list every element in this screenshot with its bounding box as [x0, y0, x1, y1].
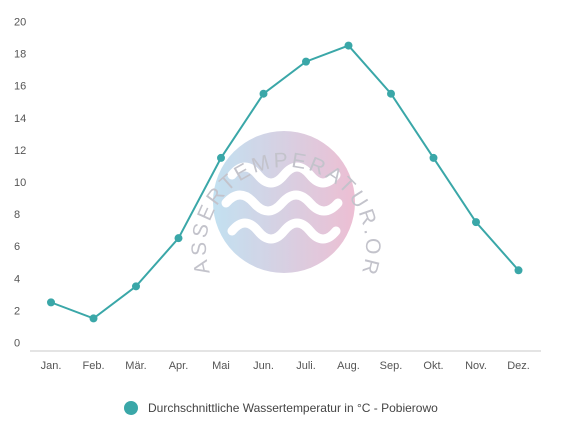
data-point[interactable]	[47, 298, 55, 307]
data-point[interactable]	[259, 89, 268, 98]
x-tick-label: Dez.	[507, 360, 530, 372]
y-tick-label: 2	[14, 305, 20, 317]
y-tick-label: 6	[14, 241, 20, 253]
data-point[interactable]	[174, 234, 183, 243]
series-line	[50, 44, 520, 320]
y-tick-label: 10	[14, 177, 26, 189]
x-tick-label: Aug.	[337, 360, 360, 372]
x-tick-label: Juli.	[296, 360, 316, 372]
series-water-temperature	[47, 41, 523, 323]
watermark-logo: WASSERTEMPERATUR.ORG	[0, 0, 381, 280]
data-point[interactable]	[514, 266, 523, 275]
y-tick-label: 18	[14, 49, 26, 61]
y-axis-ticks: 0 2 4 6 8 10 12 14 16 18 20	[14, 17, 26, 350]
data-point[interactable]	[132, 282, 140, 291]
data-point[interactable]	[344, 41, 353, 50]
data-point[interactable]	[217, 153, 225, 162]
data-point[interactable]	[472, 218, 480, 227]
data-point[interactable]	[89, 314, 98, 323]
y-tick-label: 16	[14, 81, 26, 93]
data-point[interactable]	[429, 153, 438, 162]
y-tick-label: 4	[14, 273, 20, 285]
data-point[interactable]	[302, 57, 310, 66]
x-tick-label: Jun.	[253, 360, 274, 372]
legend-label: Durchschnittliche Wassertemperatur in °C…	[148, 401, 438, 415]
x-tick-label: Nov.	[465, 360, 487, 372]
x-tick-label: Apr.	[169, 360, 189, 372]
x-tick-label: Mär.	[125, 360, 146, 372]
data-point[interactable]	[387, 89, 395, 98]
y-tick-label: 12	[14, 145, 26, 157]
y-tick-label: 14	[14, 113, 26, 125]
y-tick-label: 0	[14, 338, 20, 350]
x-tick-label: Sep.	[380, 360, 403, 372]
x-tick-label: Jan.	[41, 360, 62, 372]
x-tick-label: Feb.	[82, 360, 104, 372]
watermark-waves	[221, 162, 343, 244]
y-tick-label: 8	[14, 209, 20, 221]
x-axis-ticks: Jan. Feb. Mär. Apr. Mai Jun. Juli. Aug. Sep. Okt.…	[41, 360, 530, 372]
y-tick-label: 20	[14, 17, 26, 29]
x-tick-label: Mai	[212, 360, 230, 372]
x-tick-label: Okt.	[423, 360, 443, 372]
legend-marker	[124, 401, 138, 415]
legend[interactable]: Durchschnittliche Wassertemperatur in °C…	[124, 398, 438, 418]
